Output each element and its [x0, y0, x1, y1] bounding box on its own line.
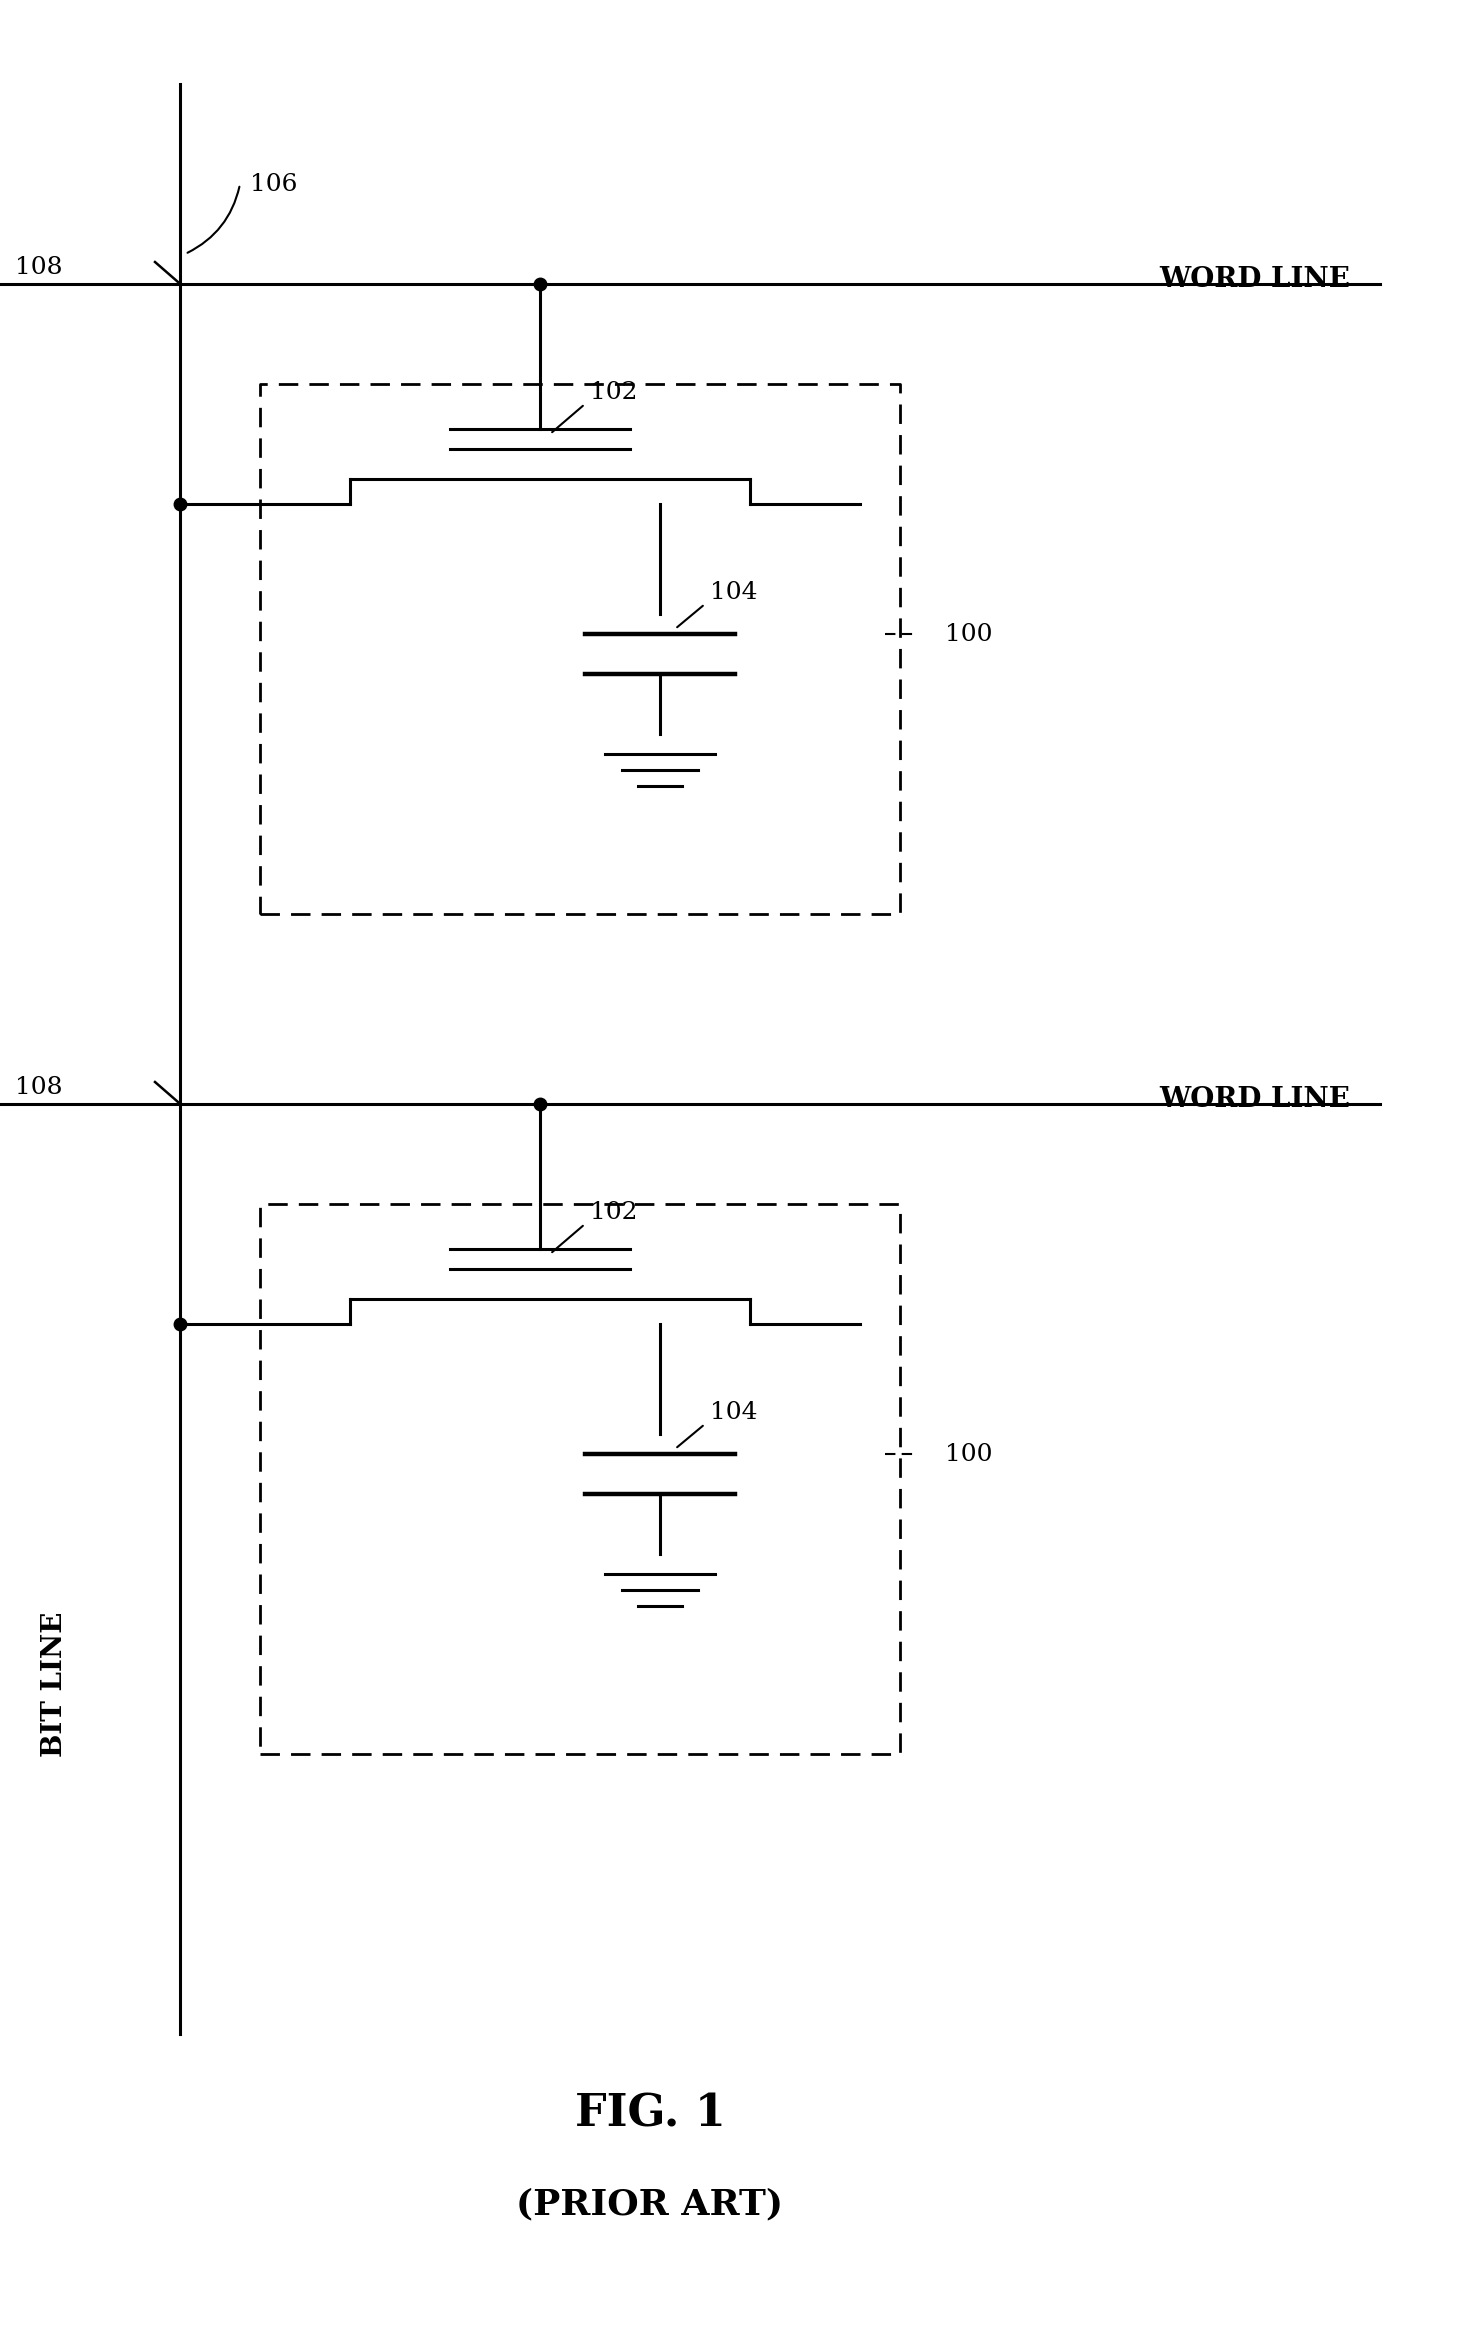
Text: 104: 104 — [710, 1400, 757, 1424]
Text: WORD LINE: WORD LINE — [1159, 266, 1350, 292]
Text: FIG. 1: FIG. 1 — [574, 2094, 725, 2136]
Text: 104: 104 — [710, 581, 757, 605]
Text: (PRIOR ART): (PRIOR ART) — [516, 2187, 783, 2222]
Text: 102: 102 — [590, 380, 637, 404]
Text: 100: 100 — [945, 1442, 992, 1466]
Text: 102: 102 — [590, 1202, 637, 1223]
Text: WORD LINE: WORD LINE — [1159, 1085, 1350, 1113]
Text: 108: 108 — [15, 257, 63, 280]
Text: 108: 108 — [15, 1076, 63, 1099]
Text: 100: 100 — [945, 623, 992, 647]
Text: BIT LINE: BIT LINE — [41, 1610, 69, 1758]
Text: 106: 106 — [250, 173, 298, 196]
